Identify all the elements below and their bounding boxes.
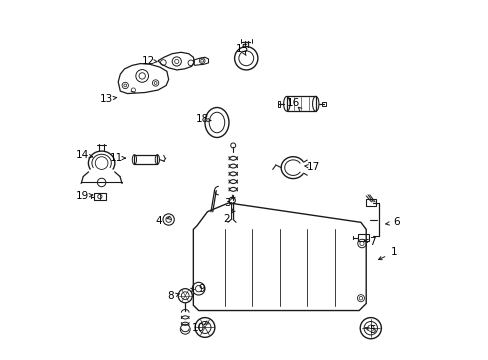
Text: 17: 17 (306, 162, 319, 172)
Bar (357, 234, 368, 241)
Bar (93, 193, 105, 201)
Text: 1: 1 (390, 247, 397, 257)
Text: 16: 16 (286, 98, 299, 108)
Text: 9: 9 (198, 284, 204, 294)
Text: 5: 5 (368, 325, 375, 335)
Bar (277, 101, 280, 107)
Text: 8: 8 (167, 292, 173, 301)
Text: 2: 2 (223, 214, 230, 224)
Text: 7: 7 (368, 237, 375, 247)
Text: 14: 14 (76, 150, 89, 159)
Text: 10: 10 (191, 323, 204, 333)
Text: 4: 4 (156, 216, 162, 226)
Text: 18: 18 (196, 114, 209, 124)
Bar (322, 102, 325, 106)
Text: 3: 3 (224, 198, 231, 208)
Text: 15: 15 (235, 44, 248, 54)
Bar (134, 154, 157, 165)
Text: 6: 6 (392, 217, 399, 227)
Text: 12: 12 (142, 56, 155, 66)
Bar (93, 193, 100, 201)
Bar (286, 96, 315, 111)
Bar (366, 199, 375, 207)
Text: 13: 13 (100, 94, 113, 104)
Text: 19: 19 (76, 191, 89, 201)
Text: 11: 11 (110, 153, 123, 163)
